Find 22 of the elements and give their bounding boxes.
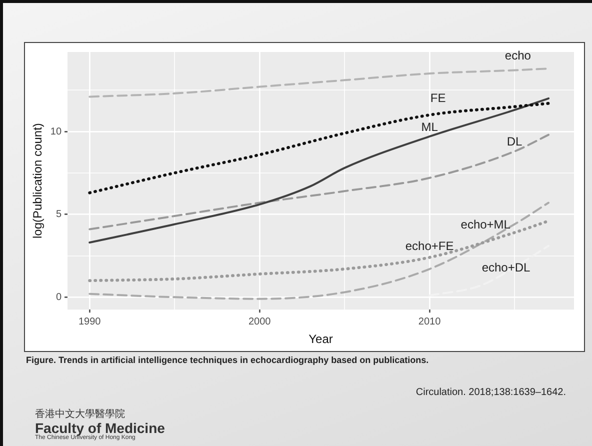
y-tick-label: 5 <box>56 209 62 220</box>
x-tick-label: 2010 <box>418 316 442 328</box>
text: 香港中文大學醫學院 <box>35 409 126 420</box>
y-axis-title: log(Publication count) <box>30 123 45 239</box>
text: Faculty of Medicine <box>35 420 165 436</box>
x-axis-title: Year <box>308 332 333 346</box>
annotation: echo <box>504 48 532 63</box>
y-tick-label: 10 <box>50 126 62 138</box>
annotation: FE <box>430 90 446 105</box>
y-tick-label: 0 <box>56 292 62 303</box>
line-series <box>88 102 550 194</box>
x-tick-label: 2000 <box>248 316 272 328</box>
line-series <box>88 134 550 230</box>
annotation: DL <box>506 134 523 149</box>
annotation: echo+FE <box>405 239 454 254</box>
text: Circulation. 2018;138:1639–1642. <box>416 387 566 398</box>
x-tick-label: 1990 <box>78 316 102 328</box>
line-series <box>88 202 550 300</box>
annotation: echo+ML <box>460 218 511 232</box>
text: Figure. Trends in artificial intelligence techniques in echocardiography based on publications. <box>26 355 429 365</box>
annotation: ML <box>421 120 438 134</box>
annotation: echo+DL <box>482 260 531 275</box>
